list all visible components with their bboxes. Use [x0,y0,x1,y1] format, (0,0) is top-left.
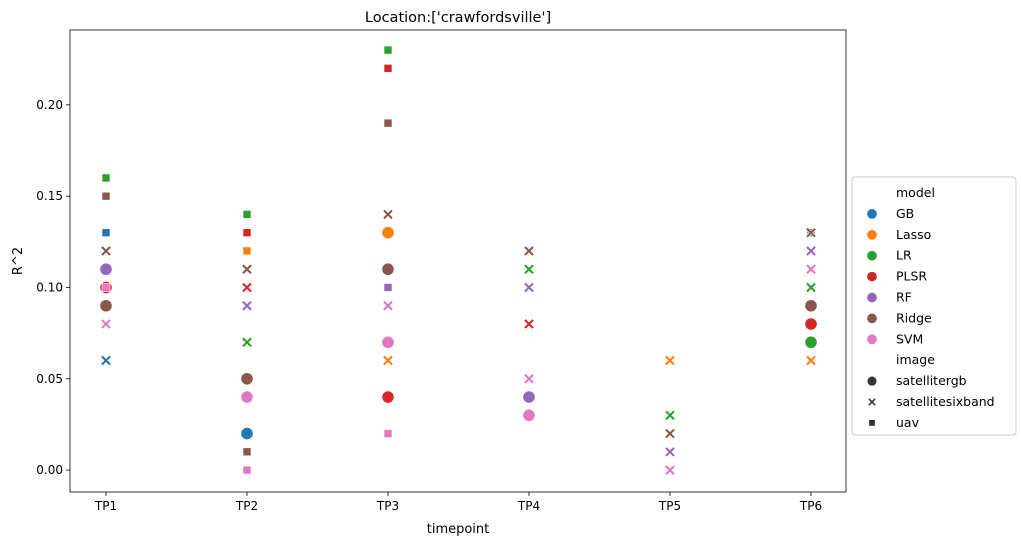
data-point-svm-satellitesixband [523,373,535,385]
data-points [99,45,818,476]
x-tick-label: TP4 [517,499,540,513]
legend-title-model: model [896,185,935,200]
x-axis-label: timepoint [427,522,490,537]
legend-label-rf: RF [896,290,912,305]
y-tick-label: 0.10 [36,280,63,294]
data-point-ridge-satellitesixband [382,208,394,221]
data-point-lr-satellitesixband [523,263,535,275]
data-point-rf-satellitergb [522,390,536,404]
data-point-ridge-satellitesixband [523,245,535,257]
legend-marker-rf [866,291,878,304]
y-tick-label: 0.15 [36,189,63,203]
data-point-lasso-satellitesixband [805,354,817,367]
x-tick-label: TP1 [94,499,117,513]
data-point-svm-satellitergb [522,408,536,422]
data-point-lr-uav [383,45,393,55]
legend-marker-plsr [866,270,878,283]
x-tick-label: TP5 [658,499,681,513]
data-point-gb-satellitesixband [100,354,112,367]
data-point-plsr-satellitergb [381,390,395,404]
data-point-svm-satellitesixband [382,300,394,312]
legend-marker-lr [866,250,878,262]
data-point-lr-uav [101,173,111,183]
legend-marker-satellitesixband [867,397,877,407]
plot-frame [69,29,847,493]
data-point-svm-satellitesixband [100,318,112,330]
data-point-ridge-uav [242,447,252,457]
data-point-plsr-satellitesixband [241,281,253,294]
data-point-lasso-satellitergb [381,226,395,240]
data-point-plsr-satellitesixband [523,318,535,330]
legend-marker-lasso [866,229,878,241]
legend: model GB Lasso LR PLSR RF Ridge SVM image satelli… [851,176,1017,436]
legend-label-satellitesixband: satellitesixband [896,394,995,409]
y-tick-label: 0.00 [36,463,63,477]
data-point-rf-satellitesixband [241,300,253,312]
data-point-ridge-satellitergb [99,299,113,313]
legend-marker-uav [868,419,876,427]
data-point-ridge-satellitergb [804,299,818,313]
legend-label-svm: SVM [896,331,923,346]
data-point-ridge-satellitesixband [100,245,112,257]
data-point-ridge-satellitergb [240,372,254,386]
data-point-svm-satellitesixband [805,263,817,275]
data-point-lr-satellitesixband [664,409,676,421]
data-point-svm-satellitergb [381,335,395,349]
legend-label-lasso: Lasso [896,227,931,242]
data-point-lasso-uav [242,246,252,256]
y-axis: 0.00 0.05 0.10 0.15 0.20 [36,98,70,477]
data-point-ridge-uav [101,191,111,201]
x-tick-label: TP3 [376,499,399,513]
legend-marker-satellitergb [866,375,878,387]
legend-label-plsr: PLSR [896,269,927,284]
data-point-ridge-satellitesixband [241,263,253,275]
x-axis: TP1 TP2 TP3 TP4 TP5 TP6 [94,492,822,513]
x-tick-label: TP2 [235,499,258,513]
data-point-svm-uav [101,283,111,292]
data-point-gb-satellitergb [240,426,254,441]
chart-title: Location:['crawfordsville'] [365,10,551,26]
y-tick-label: 0.05 [36,372,63,386]
legend-marker-ridge [866,312,878,325]
data-point-lasso-satellitesixband [382,354,394,367]
data-point-lr-satellitesixband [805,281,817,294]
data-point-svm-uav [383,429,393,438]
data-point-gb-uav [101,228,111,237]
legend-label-uav: uav [896,415,920,430]
data-point-rf-uav [383,283,393,292]
data-point-plsr-satellitergb [804,317,818,331]
legend-label-lr: LR [896,248,912,263]
legend-marker-gb [866,208,878,220]
data-point-rf-satellitergb [99,262,113,276]
y-axis-label: R^2 [11,247,26,275]
data-point-rf-satellitesixband [664,446,676,458]
data-point-ridge-uav [383,118,393,128]
data-point-lr-uav [242,210,252,219]
data-point-plsr-uav [242,228,252,237]
data-point-svm-satellitergb [240,390,254,404]
legend-label-ridge: Ridge [896,310,932,325]
legend-label-satellitergb: satellitergb [896,373,967,388]
legend-title-image: image [896,352,935,367]
data-point-ridge-satellitesixband [664,427,676,440]
legend-box [851,176,1017,436]
data-point-lasso-satellitesixband [664,354,676,367]
y-tick-label: 0.20 [36,98,63,112]
legend-marker-svm [866,333,878,345]
data-point-rf-satellitesixband [805,245,817,257]
data-point-svm-uav [242,465,252,475]
data-point-lr-satellitergb [804,335,818,349]
data-point-lr-satellitesixband [241,336,253,348]
legend-label-gb: GB [896,206,914,221]
data-point-ridge-satellitergb [381,262,395,276]
data-point-ridge-satellitesixband [805,227,817,239]
x-tick-label: TP6 [799,499,822,513]
data-point-svm-satellitesixband [664,464,676,476]
data-point-plsr-uav [383,64,393,73]
data-point-rf-satellitesixband [523,281,535,294]
